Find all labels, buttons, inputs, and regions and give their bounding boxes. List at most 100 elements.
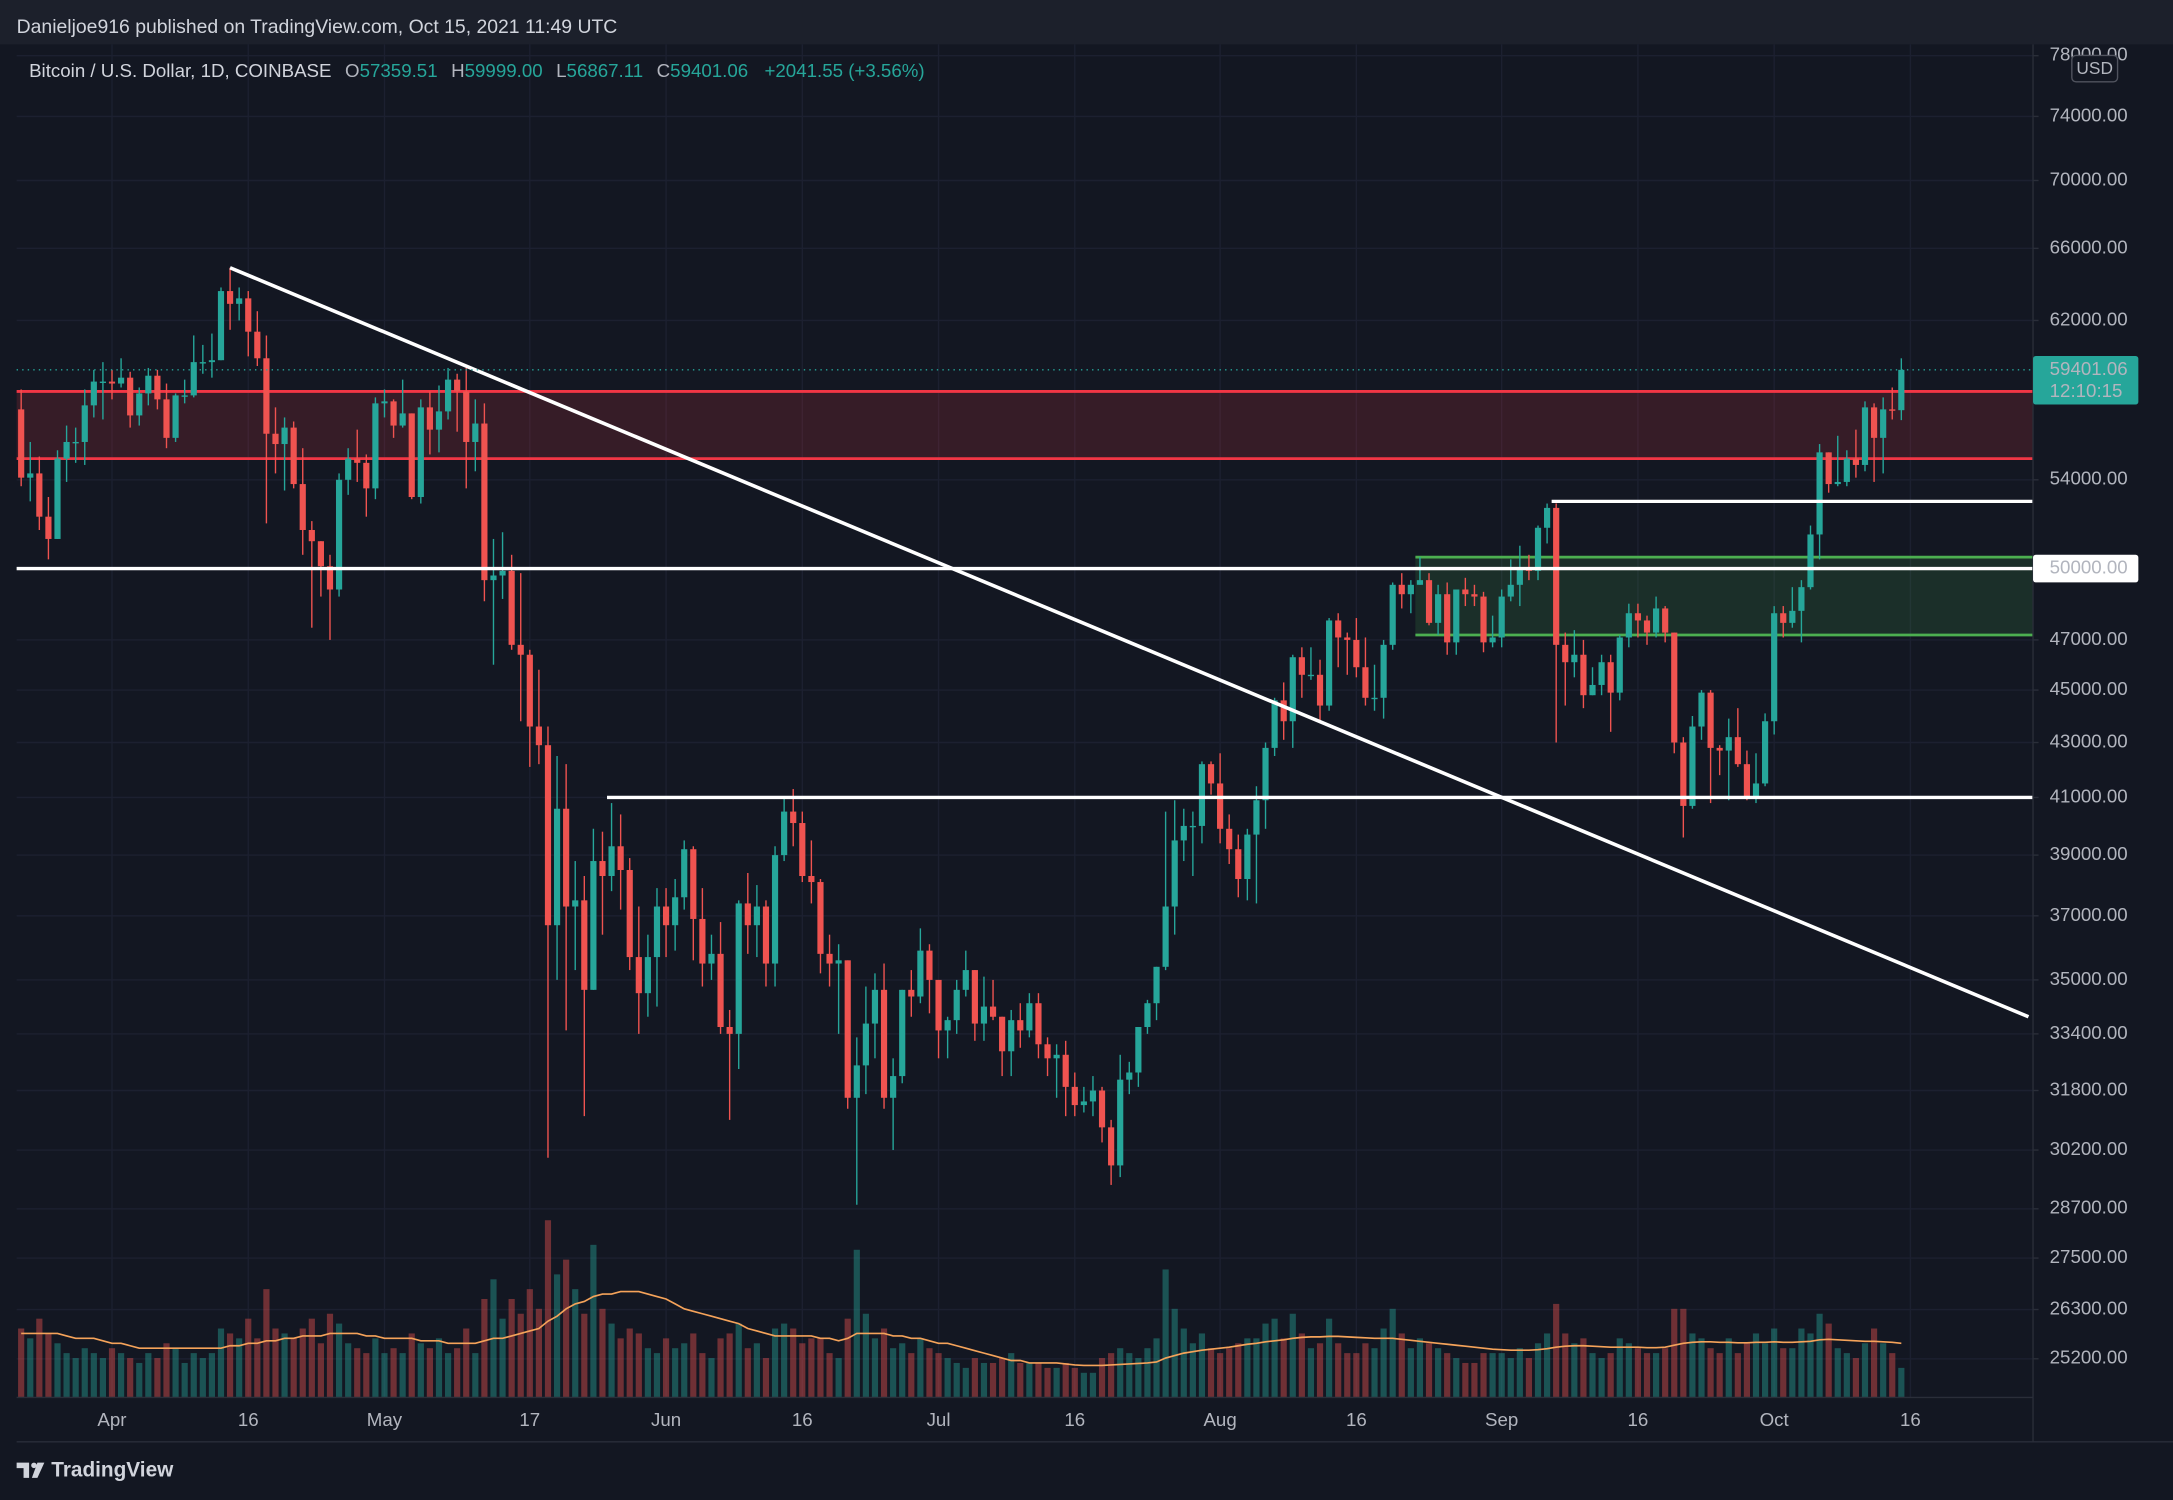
currency-badge[interactable] [2071,54,2119,83]
volume-bar [1098,1358,1106,1398]
candle-body [1098,1090,1106,1128]
candle-body [1752,783,1760,798]
volume-bar [644,1348,651,1398]
volume-bar [726,1333,733,1398]
candle-body [1316,674,1324,706]
candle-body [690,849,697,919]
candle-body [417,407,424,498]
volume-bar [662,1338,670,1398]
volume-bar [1135,1358,1142,1398]
volume-bar [463,1328,470,1398]
volume-bar [1671,1308,1678,1398]
volume-bar [1035,1362,1042,1398]
volume-bar [435,1338,443,1398]
candle-body [499,570,506,576]
volume-bar [1226,1348,1233,1398]
candle-body [1289,657,1296,722]
candle-body [36,473,43,517]
candle-body [890,1076,897,1098]
volume-bar [154,1358,161,1398]
candle-body [1816,452,1823,535]
candle-body [1553,507,1560,645]
volume-bar [1180,1328,1187,1398]
volume-bar [345,1343,352,1398]
volume-bar [45,1333,52,1398]
symbol-legend: Bitcoin / U.S. Dollar, 1D, COINBASE O573… [29,60,924,81]
volume-bar [1870,1328,1878,1398]
volume-bar [1534,1343,1542,1398]
x-tick-label: 17 [519,1409,540,1430]
volume-bar [572,1289,579,1398]
volume-bar [72,1358,79,1398]
candle-body [1035,1003,1042,1045]
volume-bar [1425,1343,1433,1398]
y-tick-label: 31800.00 [2050,1078,2128,1099]
volume-bar [426,1348,433,1398]
candle-body [644,957,651,994]
candle-body [1189,825,1196,828]
volume-bar [281,1333,288,1398]
candle-body [608,846,615,877]
legend-label: H [451,60,465,81]
x-tick-label: 16 [792,1409,813,1430]
candle-body [1898,369,1905,411]
volume-bar [1825,1323,1832,1398]
candle-body [1662,608,1669,633]
volume-bar [626,1328,633,1398]
candle-body [1480,596,1487,643]
volume-bar [1789,1348,1796,1398]
volume-bar [1026,1362,1033,1398]
axes: 78000.0074000.0070000.0066000.0062000.00… [97,44,2139,1430]
candle-body [454,379,461,392]
candle-body [1453,589,1460,643]
volume-bar [1316,1343,1324,1398]
volume-bar [1371,1348,1378,1398]
volume-bar [408,1333,415,1398]
candle-body [626,869,633,958]
candle-body [226,291,234,304]
volume-bar [1217,1353,1224,1398]
candle-body [1017,1020,1024,1031]
candle-body [1126,1072,1133,1080]
volume-bar [1262,1323,1269,1398]
candle-body [1653,608,1660,633]
volume-bar [1117,1348,1124,1398]
volume-bar [1852,1358,1860,1398]
volume-bar [1553,1303,1560,1398]
candle-body [581,900,588,990]
volume-bar [590,1244,597,1398]
volume-bar [1008,1353,1015,1398]
x-tick-label: 16 [1346,1409,1367,1430]
candle-body [254,331,261,359]
volume-bar [581,1313,588,1398]
candle-body [90,381,97,406]
volume-bar [417,1343,424,1398]
legend-value: 59999.00 [465,60,543,81]
candle-body [1153,966,1160,1004]
candle-body [1689,726,1696,806]
candle-body [117,377,125,384]
volume-bar [108,1348,116,1398]
x-tick-label: Jul [927,1409,951,1430]
candle-body [1761,721,1769,784]
volume-bar [1898,1367,1905,1398]
volume-bar [1861,1343,1869,1398]
candle-body [953,989,960,1021]
candle-body [672,897,679,926]
volume-bar [117,1353,125,1398]
volume-bar [226,1333,234,1398]
volume-bar [1253,1338,1260,1398]
candle-body [1326,620,1333,706]
logo-mark [16,1462,30,1478]
volume-bar [1752,1333,1760,1398]
candle-body [717,953,724,1027]
candle-body [463,391,470,442]
volume-bar [844,1318,851,1398]
volume-bar [1435,1348,1442,1398]
candle-body [1244,834,1251,880]
candle-body [299,484,306,530]
volume-bar [599,1308,606,1398]
volume-bar [1616,1338,1623,1398]
